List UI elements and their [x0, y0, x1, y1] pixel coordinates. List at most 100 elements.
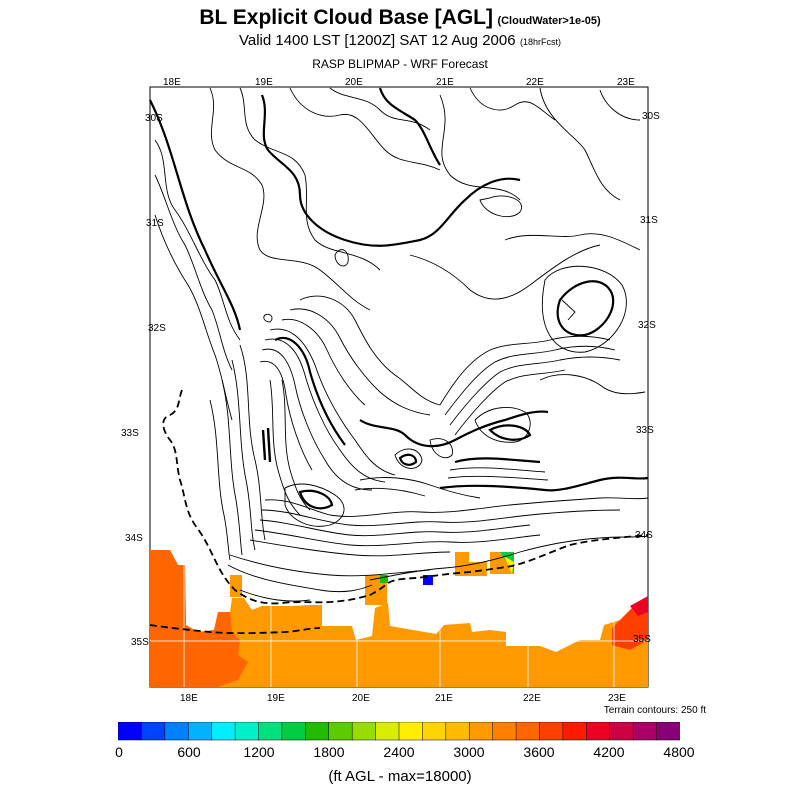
- colorbar-swatch: [164, 722, 190, 741]
- coastline-dashed: [149, 624, 321, 635]
- terrain-contour-bold: [266, 427, 272, 463]
- colorbar-swatch: [586, 722, 611, 741]
- colorbar-label: 0: [115, 744, 123, 760]
- lon-label-top: 19E: [255, 77, 273, 88]
- colorbar-label: 1800: [313, 744, 345, 760]
- terrain-contour: [284, 483, 345, 527]
- terrain-contour-bold: [488, 424, 532, 441]
- lon-labels-top: 18E 19E 20E 21E 22E 23E: [163, 77, 635, 88]
- lon-label-top: 23E: [617, 77, 635, 88]
- colorbar-swatch: [445, 722, 470, 741]
- terrain-contour: [334, 249, 349, 267]
- terrain-contour: [221, 379, 243, 556]
- colorbar-swatch: [539, 722, 564, 741]
- terrain-contour: [479, 195, 523, 218]
- colorbar-label: 4200: [593, 744, 625, 760]
- terrain-contour: [289, 308, 431, 416]
- lat-labels-right: 30S 31S 32S 33S 34S 35S: [633, 111, 660, 645]
- cloudbase-patch-9: [423, 575, 433, 585]
- cloudbase-region-west: [150, 550, 248, 687]
- colorbar-swatch: [375, 722, 400, 741]
- lon-label-bottom: 18E: [180, 693, 198, 704]
- terrain-contour: [249, 539, 451, 557]
- lon-label-bottom: 19E: [267, 693, 285, 704]
- colorbar-label: 3000: [453, 744, 485, 760]
- terrain-contour: [254, 529, 541, 547]
- colorbar-swatch: [141, 722, 166, 741]
- lon-label-top: 22E: [526, 77, 544, 88]
- lat-label-left: 31S: [146, 218, 164, 229]
- terrain-contour: [264, 338, 386, 483]
- cloudbase-patch-7: [504, 556, 514, 574]
- colorbar-swatch: [398, 722, 424, 741]
- lat-label-left: 35S: [131, 637, 149, 648]
- colorbar-swatch: [258, 722, 283, 741]
- terrain-contour: [239, 87, 381, 271]
- colorbar-swatch: [281, 722, 307, 741]
- terrain-contour: [504, 233, 641, 251]
- lat-label-left: 34S: [125, 533, 143, 544]
- lat-labels-left: 30S 31S 32S 33S 34S 35S: [121, 113, 166, 648]
- lat-label-right: 34S: [635, 530, 653, 541]
- colorbar-label: 600: [177, 744, 201, 760]
- terrain-contour: [539, 374, 646, 395]
- terrain-contour: [369, 535, 649, 581]
- colorbar: [118, 722, 680, 741]
- colorbar-units: (ft AGL - max=18000): [328, 768, 472, 785]
- colorbar-swatch: [469, 722, 494, 741]
- colorbar-swatch: [422, 722, 447, 741]
- terrain-contour: [281, 318, 366, 406]
- lon-label-bottom: 20E: [352, 693, 370, 704]
- terrain-contour: [599, 89, 641, 121]
- terrain-contour: [447, 475, 549, 481]
- cloudbase-fill: [150, 550, 648, 687]
- lat-label-right: 31S: [640, 215, 658, 226]
- terrain-contour: [281, 379, 311, 511]
- lat-label-left: 30S: [145, 113, 163, 124]
- colorbar-swatch: [188, 722, 213, 741]
- terrain-contour: [269, 379, 301, 516]
- terrain-contour-bold: [149, 99, 242, 331]
- terrain-contours: [149, 87, 649, 602]
- model-line: RASP BLIPMAP - WRF Forecast: [312, 57, 488, 71]
- terrain-contour: [239, 589, 311, 602]
- colorbar-swatch: [492, 722, 517, 741]
- terrain-contour: [231, 359, 256, 551]
- colorbar-swatch: [351, 722, 377, 741]
- terrain-contour: [261, 509, 621, 527]
- colorbar-swatch: [305, 722, 330, 741]
- terrain-contour: [264, 497, 649, 517]
- lon-label-top: 20E: [345, 77, 363, 88]
- terrain-contour-bold: [439, 476, 649, 492]
- terrain-contour-bold: [556, 280, 615, 337]
- terrain-contour: [227, 564, 373, 593]
- terrain-contour: [329, 87, 431, 131]
- terrain-contour: [409, 244, 601, 300]
- cloudbase-region-east-darkred: [630, 596, 648, 616]
- colorbar-swatch: [118, 722, 143, 741]
- cloudbase-patch-8: [380, 575, 388, 583]
- lon-label-top: 18E: [163, 77, 181, 88]
- colorbar-swatch: [328, 722, 353, 741]
- terrain-contour-bold: [454, 457, 541, 464]
- terrain-contour: [259, 360, 313, 471]
- terrain-contour: [449, 467, 546, 473]
- terrain-contour: [229, 554, 431, 577]
- terrain-contour-bold: [261, 429, 267, 461]
- lat-label-left: 33S: [121, 428, 139, 439]
- terrain-contour: [394, 448, 423, 469]
- colorbar-swatch: [234, 722, 260, 741]
- terrain-contour: [263, 313, 273, 323]
- lat-label-right: 33S: [636, 425, 654, 436]
- terrain-contour: [429, 438, 453, 459]
- colorbar-swatch: [515, 722, 541, 741]
- colorbar-label: 2400: [383, 744, 415, 760]
- valid-time-row: Valid 1400 LST [1200Z] SAT 12 Aug 2006 (…: [0, 32, 800, 50]
- lon-labels-bottom: 18E 19E 20E 21E 22E 23E: [180, 693, 626, 704]
- forecast-note: (18hrFcst): [520, 37, 562, 47]
- terrain-contour: [449, 356, 621, 426]
- terrain-contour: [239, 344, 266, 541]
- terrain-contour: [541, 265, 627, 353]
- colorbar-label: 3600: [523, 744, 555, 760]
